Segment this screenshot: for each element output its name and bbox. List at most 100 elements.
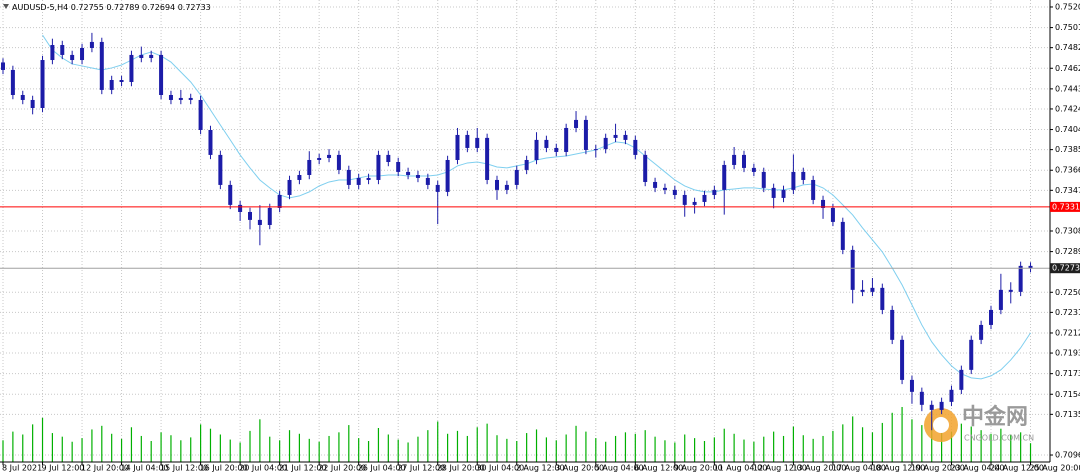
y-tick-label: 0.72890 bbox=[1055, 247, 1080, 256]
candle-body bbox=[564, 127, 569, 152]
candle-body bbox=[307, 159, 312, 175]
candle-body bbox=[495, 179, 499, 190]
header-high: 0.72789 bbox=[106, 3, 139, 12]
candle-body bbox=[860, 289, 865, 292]
x-tick-label: 28 Jul 20:00 bbox=[437, 464, 485, 473]
x-tick-label: 14 Jul 04:00 bbox=[121, 464, 169, 473]
candle-body bbox=[761, 171, 766, 188]
candle-body bbox=[900, 339, 905, 380]
candle-body bbox=[791, 171, 796, 190]
candle-body bbox=[70, 54, 75, 61]
x-tick-label: 12 Aug 12:00 bbox=[753, 464, 807, 473]
candle-body bbox=[643, 154, 648, 182]
candle-body bbox=[830, 207, 835, 222]
candle-body bbox=[248, 211, 252, 220]
candle-body bbox=[771, 187, 776, 198]
candle-body bbox=[50, 45, 55, 61]
y-tick-label: 0.71735 bbox=[1055, 369, 1080, 378]
candle-body bbox=[653, 181, 658, 188]
candle-body bbox=[989, 309, 993, 325]
price-label-bg bbox=[1050, 263, 1080, 274]
candle-body bbox=[949, 389, 954, 402]
candle-body bbox=[188, 97, 193, 100]
candle-body bbox=[662, 187, 667, 190]
candle-body bbox=[129, 54, 134, 83]
candle-body bbox=[10, 69, 15, 95]
x-tick-label: 21 Jul 12:00 bbox=[279, 464, 327, 473]
x-tick-label: 17 Aug 04:00 bbox=[832, 464, 886, 473]
x-tick-label: 24 Aug 12:00 bbox=[990, 464, 1044, 473]
candle-body bbox=[821, 199, 826, 208]
candle-body bbox=[742, 154, 746, 168]
y-tick-label: 0.73085 bbox=[1055, 227, 1080, 236]
candle-body bbox=[1018, 265, 1023, 292]
candle-body bbox=[959, 369, 964, 390]
grid-layer bbox=[0, 0, 1050, 462]
x-tick-label: 23 Aug 04:00 bbox=[950, 464, 1004, 473]
header-open: 0.72755 bbox=[71, 3, 104, 12]
candle-body bbox=[1, 62, 5, 70]
y-tick-label: 0.71930 bbox=[1055, 349, 1080, 358]
candle-body bbox=[30, 99, 35, 108]
candle-body bbox=[524, 159, 529, 170]
x-tick-label: 9 Aug 20:00 bbox=[674, 464, 723, 473]
candle-body bbox=[692, 201, 697, 205]
x-tick-label: 27 Jul 12:00 bbox=[397, 464, 445, 473]
candle-body bbox=[396, 161, 401, 172]
y-tick-label: 0.73855 bbox=[1055, 145, 1080, 154]
x-tick-label: 5 Aug 04:00 bbox=[595, 464, 644, 473]
candle-body bbox=[435, 184, 440, 192]
candle-body bbox=[969, 339, 974, 370]
header: AUDUSD-5,H4 0.72755 0.72789 0.72694 0.72… bbox=[12, 3, 211, 12]
y-tick-label: 0.74240 bbox=[1055, 104, 1080, 113]
watermark-subtitle: CNGOLD.COM.CN bbox=[964, 434, 1034, 443]
x-tick-label: 13 Aug 20:00 bbox=[792, 464, 846, 473]
candle-body bbox=[336, 154, 341, 170]
x-tick-label: 25 Aug 20:00 bbox=[1030, 464, 1080, 473]
candle-body bbox=[475, 137, 480, 148]
header-icon bbox=[3, 4, 9, 9]
x-tick-label: 18 Aug 12:00 bbox=[871, 464, 925, 473]
candle-body bbox=[929, 404, 934, 410]
candle-body bbox=[297, 174, 302, 180]
y-tick-label: 0.74625 bbox=[1055, 64, 1080, 73]
y-tick-label: 0.72120 bbox=[1055, 328, 1080, 337]
candle-body bbox=[593, 149, 598, 151]
candle-body bbox=[208, 129, 213, 155]
y-tick-label: 0.72505 bbox=[1055, 288, 1080, 297]
x-tick-label: 2 Aug 12:00 bbox=[516, 464, 565, 473]
candle-body bbox=[603, 137, 608, 150]
y-tick-label: 0.71540 bbox=[1055, 390, 1080, 399]
candle-body bbox=[534, 139, 539, 160]
candle-body bbox=[455, 134, 460, 160]
level-label-bg bbox=[1050, 201, 1080, 212]
y-tick-label: 0.74045 bbox=[1055, 125, 1080, 134]
symbol: AUDUSD-5,H4 bbox=[12, 3, 68, 12]
candle-body bbox=[60, 45, 65, 55]
candle-body bbox=[939, 401, 944, 410]
candle-body bbox=[702, 194, 707, 202]
candle-body bbox=[99, 41, 104, 90]
candle-body bbox=[198, 99, 203, 130]
x-tick-label: 9 Jul 12:00 bbox=[42, 464, 85, 473]
candle-body bbox=[346, 169, 351, 185]
candle-body bbox=[159, 54, 164, 95]
candle-body bbox=[544, 139, 549, 148]
candle-body bbox=[168, 94, 173, 100]
x-tick-label: 3 Aug 20:00 bbox=[555, 464, 604, 473]
candle-body bbox=[870, 287, 875, 292]
candle-body bbox=[801, 171, 806, 180]
candle-body bbox=[109, 79, 114, 90]
header-low: 0.72694 bbox=[142, 3, 175, 12]
candle-body bbox=[415, 174, 420, 178]
candle-body bbox=[1028, 265, 1033, 269]
candle-body bbox=[890, 309, 895, 340]
candle-body bbox=[228, 184, 233, 205]
candle-body bbox=[672, 189, 677, 195]
watermark-title: 中金网 bbox=[962, 404, 1028, 430]
candle-body bbox=[751, 167, 756, 172]
x-tick-label: 20 Jul 04:00 bbox=[239, 464, 287, 473]
x-tick-label: 15 Jul 12:00 bbox=[160, 464, 208, 473]
